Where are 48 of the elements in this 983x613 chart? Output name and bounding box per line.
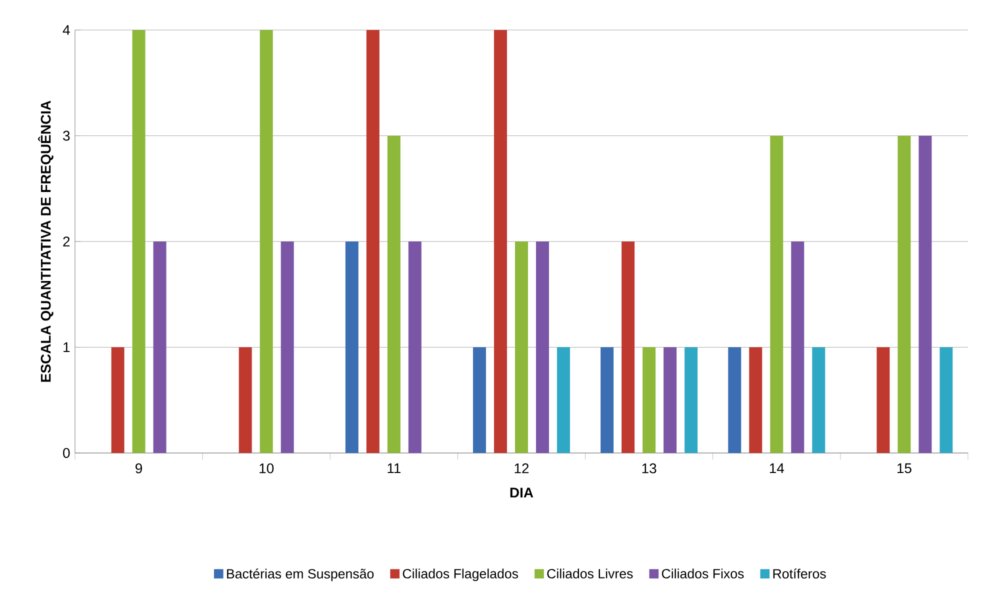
bar	[132, 30, 146, 453]
bar	[387, 136, 400, 453]
bar	[664, 347, 677, 453]
y-tick-label: 2	[63, 236, 70, 246]
y-tick-label: 4	[62, 25, 70, 35]
bar	[684, 347, 698, 453]
x-axis-title: DIA	[510, 488, 534, 498]
y-tick-label: 1	[64, 342, 70, 352]
x-tick-label: 11	[388, 463, 400, 474]
y-axis-title: ESCALA QUANTITATIVA DE FREQUÊNCIA	[38, 100, 54, 382]
y-tick-label: 3	[63, 130, 70, 141]
bar	[345, 241, 358, 453]
bar	[898, 136, 911, 453]
bar	[812, 347, 826, 453]
x-tick-label: 9	[136, 463, 142, 474]
bar	[515, 241, 528, 453]
bar	[940, 347, 953, 453]
bar	[536, 241, 549, 453]
bar	[111, 347, 124, 453]
bar	[494, 30, 507, 453]
bar	[770, 136, 784, 453]
bar	[622, 241, 635, 453]
legend-label: Bactérias em Suspensão	[227, 568, 374, 582]
x-tick-label: 14	[770, 463, 784, 474]
x-tick-label: 15	[897, 463, 912, 474]
bar	[153, 241, 166, 453]
bar	[557, 347, 570, 453]
legend-label: Ciliados Flagelados	[402, 568, 518, 582]
bar	[749, 347, 762, 453]
bar	[408, 241, 422, 453]
bar	[728, 347, 742, 453]
bar	[791, 241, 804, 453]
bar	[238, 347, 252, 453]
bar	[918, 136, 932, 453]
y-tick-label: 0	[63, 448, 70, 458]
bar	[876, 347, 890, 453]
legend-label: Ciliados Fixos	[662, 568, 744, 578]
bar	[642, 347, 656, 453]
x-tick-label: 10	[260, 463, 274, 474]
bar	[473, 347, 486, 453]
bar	[280, 241, 294, 453]
legend-label: Ciliados Livres	[547, 568, 633, 578]
legend-label: Rotíferos	[773, 568, 826, 579]
bar	[260, 30, 273, 453]
x-tick-label: 12	[514, 463, 529, 474]
x-tick-label: 13	[642, 463, 656, 474]
bar	[366, 30, 380, 453]
bar	[600, 347, 614, 453]
